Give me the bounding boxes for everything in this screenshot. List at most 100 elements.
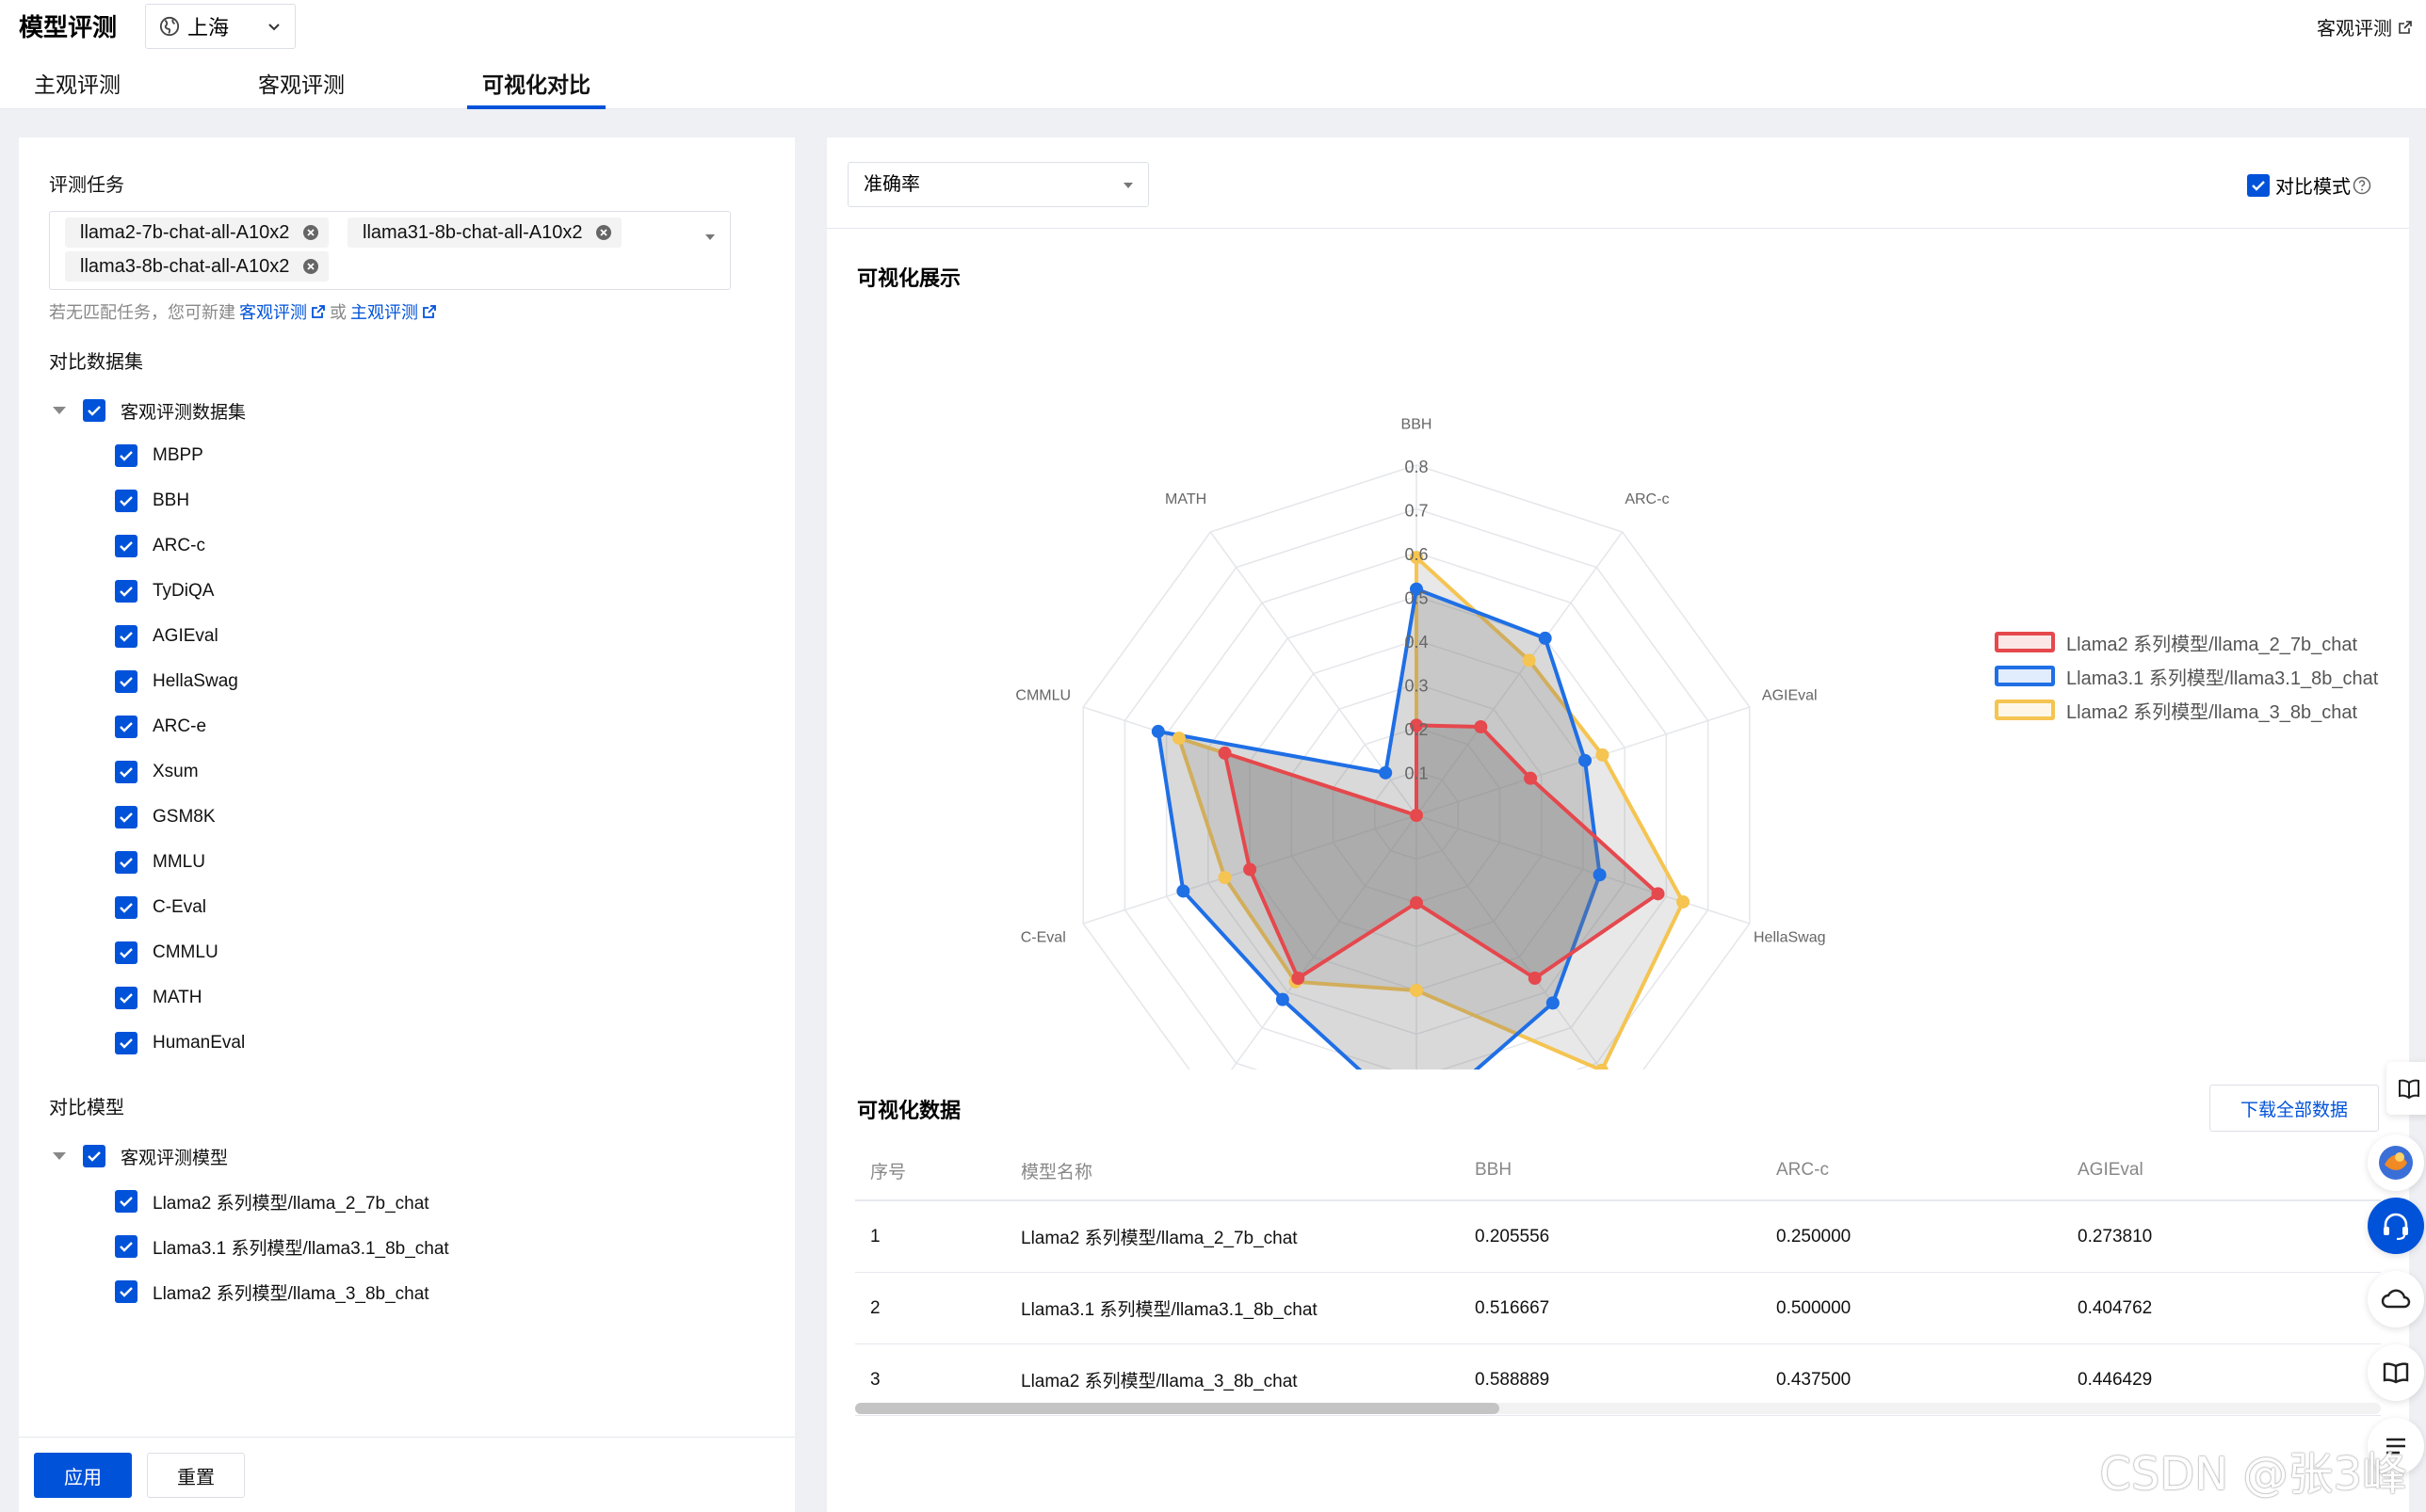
check-icon[interactable] [115, 806, 137, 828]
check-icon[interactable] [115, 670, 137, 693]
check-icon[interactable] [115, 444, 137, 467]
reset-button[interactable]: 重置 [147, 1453, 245, 1498]
dataset-item[interactable]: MBPP [115, 442, 203, 469]
region-select[interactable]: 上海 [145, 4, 296, 49]
avatar[interactable] [2368, 1134, 2424, 1191]
check-icon[interactable] [115, 1190, 137, 1213]
check-icon[interactable] [115, 490, 137, 512]
docs-icon[interactable] [2368, 1344, 2424, 1401]
cloud-icon[interactable] [2368, 1271, 2424, 1327]
task-hint: 若无匹配任务，您可新建 客观评测 或 主观评测 [49, 299, 437, 324]
tab-subjective[interactable]: 主观评测 [34, 72, 121, 97]
check-icon[interactable] [115, 987, 137, 1009]
table-header: 序号 模型名称 BBH ARC-c AGIEval [855, 1141, 2381, 1201]
hint-link-objective[interactable]: 客观评测 [239, 303, 307, 322]
check-icon[interactable] [115, 580, 137, 603]
headset-icon[interactable] [2368, 1198, 2424, 1254]
metric-select[interactable]: 准确率 [848, 162, 1149, 207]
table-body: 1 Llama2 系列模型/llama_2_7b_chat 0.205556 0.25… [855, 1201, 2381, 1416]
dataset-item[interactable]: ARC-c [115, 533, 205, 559]
legend-item[interactable]: Llama3.1 系列模型/llama3.1_8b_chat [1995, 659, 2378, 693]
check-icon[interactable] [115, 761, 137, 783]
check-icon[interactable] [115, 716, 137, 738]
check-icon[interactable] [2247, 173, 2270, 197]
radar-point [1593, 868, 1607, 882]
book-icon[interactable] [2386, 1062, 2426, 1115]
radar-point [1243, 862, 1257, 877]
top-link-objective[interactable]: 客观评测 [2317, 13, 2413, 40]
metric-value: 准确率 [864, 174, 920, 195]
model-group[interactable]: 客观评测模型 [53, 1143, 228, 1169]
viz-section-title: 可视化展示 [857, 266, 962, 290]
tab-visual-compare[interactable]: 可视化对比 [467, 68, 606, 109]
hint-link-subjective[interactable]: 主观评测 [350, 303, 418, 322]
help-circle-icon[interactable] [2353, 176, 2371, 195]
radar-point [1651, 887, 1665, 901]
tree-item-label: TyDiQA [153, 581, 215, 601]
dataset-item[interactable]: GSM8K [115, 804, 216, 830]
caret-down-icon[interactable] [704, 231, 717, 244]
model-section-title: 对比模型 [49, 1098, 124, 1118]
clear-icon[interactable] [302, 258, 319, 275]
check-icon[interactable] [115, 1280, 137, 1303]
caret-down-icon [1124, 183, 1133, 188]
scrollbar-thumb[interactable] [855, 1403, 1499, 1414]
check-icon[interactable] [115, 1032, 137, 1054]
compare-mode-toggle[interactable]: 对比模式 [2247, 171, 2371, 199]
task-multiselect[interactable]: llama2-7b-chat-all-A10x2 llama31-8b-chat… [49, 211, 731, 290]
dataset-item[interactable]: MATH [115, 985, 202, 1011]
menu-icon[interactable] [2368, 1418, 2424, 1474]
horizontal-scrollbar[interactable] [855, 1403, 2381, 1414]
check-icon[interactable] [83, 1145, 105, 1167]
tab-bar: 主观评测 客观评测 可视化对比 [0, 68, 694, 109]
check-icon[interactable] [115, 851, 137, 874]
table-cell: 3 [870, 1369, 881, 1390]
dataset-item[interactable]: TyDiQA [115, 578, 214, 604]
chevron-down-icon [268, 24, 280, 31]
tree-item-label: CMMLU [153, 942, 218, 962]
dataset-item[interactable]: HellaSwag [115, 668, 238, 695]
external-link-icon [312, 305, 325, 318]
table-cell: 0.446429 [2078, 1369, 2153, 1390]
check-icon[interactable] [115, 896, 137, 919]
tab-objective[interactable]: 客观评测 [258, 72, 345, 97]
check-icon[interactable] [115, 941, 137, 964]
dataset-group[interactable]: 客观评测数据集 [53, 397, 246, 424]
check-icon[interactable] [115, 535, 137, 557]
dataset-item[interactable]: HumanEval [115, 1030, 245, 1056]
radar-tick-label: 0.2 [1404, 720, 1428, 739]
radar-point [1410, 896, 1423, 909]
apply-button[interactable]: 应用 [34, 1453, 132, 1498]
radar-point [1410, 582, 1423, 596]
model-item[interactable]: Llama3.1 系列模型/llama3.1_8b_chat [115, 1233, 449, 1260]
dataset-item[interactable]: BBH [115, 488, 189, 514]
dataset-item[interactable]: CMMLU [115, 940, 218, 966]
caret-down-icon[interactable] [53, 407, 66, 414]
tree-item-label: Llama3.1 系列模型/llama3.1_8b_chat [153, 1238, 449, 1259]
dataset-item[interactable]: MMLU [115, 849, 205, 876]
action-bar: 应用 重置 [19, 1437, 795, 1512]
check-icon[interactable] [83, 399, 105, 422]
clear-icon[interactable] [302, 224, 319, 241]
dataset-item[interactable]: ARC-e [115, 714, 206, 740]
hint-or: 或 [330, 303, 347, 322]
table-cell: 2 [870, 1297, 881, 1318]
dataset-item[interactable]: C-Eval [115, 894, 206, 921]
download-all-button[interactable]: 下载全部数据 [2209, 1085, 2379, 1132]
legend-item[interactable]: Llama2 系列模型/llama_3_8b_chat [1995, 693, 2378, 727]
model-item[interactable]: Llama2 系列模型/llama_2_7b_chat [115, 1188, 429, 1214]
dataset-item[interactable]: AGIEval [115, 623, 218, 650]
model-item[interactable]: Llama2 系列模型/llama_3_8b_chat [115, 1279, 429, 1305]
globe-icon [159, 16, 180, 37]
clear-icon[interactable] [595, 224, 612, 241]
dataset-item[interactable]: Xsum [115, 759, 199, 785]
check-icon[interactable] [115, 625, 137, 648]
caret-down-icon[interactable] [53, 1152, 66, 1160]
radar-point [1522, 653, 1536, 668]
check-icon[interactable] [115, 1235, 137, 1258]
radar-tick-label: 0.6 [1404, 545, 1428, 564]
radar-point [1528, 972, 1542, 986]
radar-point [1291, 972, 1305, 986]
radar-point [1218, 746, 1232, 760]
legend-item[interactable]: Llama2 系列模型/llama_2_7b_chat [1995, 625, 2378, 659]
